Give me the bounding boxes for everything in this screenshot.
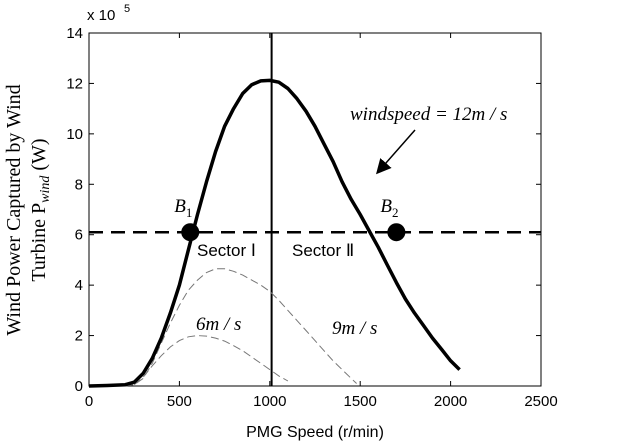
point-marker — [181, 223, 200, 242]
series-line — [125, 268, 357, 387]
x-tick-label: 1000 — [253, 393, 286, 410]
y-tick-label: 10 — [66, 126, 83, 143]
windspeed-arrow — [376, 129, 416, 175]
y-multiplier-exponent: 5 — [124, 3, 130, 15]
y-tick-label: 8 — [75, 176, 83, 193]
label-9ms: 9m / s — [332, 318, 377, 339]
x-axis-ticks: 0 500 1000 1500 2000 2500 — [85, 33, 558, 410]
y-tick-label: 14 — [66, 25, 83, 42]
point-marker-subscript: 2 — [392, 205, 399, 220]
x-tick-label: 2000 — [434, 393, 467, 410]
point-marker — [387, 223, 406, 242]
x-tick-label: 1500 — [344, 393, 377, 410]
y-tick-label: 4 — [75, 277, 83, 294]
sector-1-label: Sector Ⅰ — [197, 241, 256, 260]
y-tick-label: 12 — [66, 75, 83, 92]
point-marker-label: B1 — [174, 196, 192, 220]
windspeed-annotation: windspeed = 12m / s — [350, 104, 507, 125]
point-marker-label: B2 — [380, 196, 398, 220]
y-axis-label-line1: Wind Power Captured by Wind — [3, 84, 25, 335]
point-marker-letter: B — [174, 196, 186, 217]
plot-frame — [88, 32, 542, 387]
sector-2-label: Sector Ⅱ — [292, 241, 354, 260]
point-marker-letter: B — [380, 196, 392, 217]
series-layer — [88, 78, 461, 388]
label-6ms: 6m / s — [196, 314, 241, 335]
x-axis-label: PMG Speed (r/min) — [246, 424, 384, 441]
y-axis-label-subscript: wind — [38, 175, 53, 203]
reference-lines — [89, 33, 541, 386]
y-tick-label: 2 — [75, 328, 83, 345]
y-axis-label-line2: Turbine Pwind (W) — [28, 138, 53, 281]
x-tick-label: 0 — [85, 393, 93, 410]
y-multiplier-label: x 10 — [87, 7, 115, 24]
point-marker-subscript: 1 — [186, 205, 193, 220]
y-axis-label-suffix: (W) — [28, 138, 50, 175]
y-axis-label-prefix: Turbine P — [28, 203, 50, 282]
y-tick-label: 0 — [75, 378, 83, 395]
series-line — [88, 78, 461, 388]
x-tick-label: 2500 — [524, 393, 557, 410]
marker-layer: B1 B2 — [174, 196, 406, 242]
series-line — [133, 335, 289, 386]
y-tick-label: 6 — [75, 227, 83, 244]
x-tick-label: 500 — [167, 393, 192, 410]
